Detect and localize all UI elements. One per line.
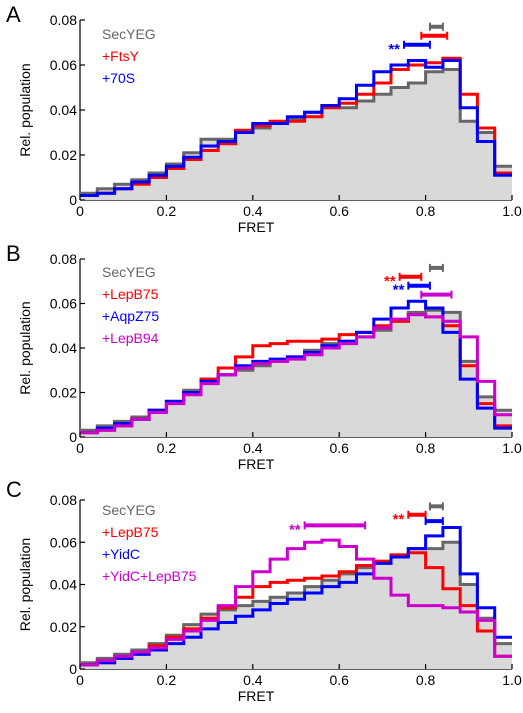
significance-stars-1: **	[384, 273, 396, 290]
y-tick-label: 0.08	[50, 492, 77, 508]
y-tick-label: 0.08	[50, 12, 77, 28]
y-axis-label: Rel. population	[17, 301, 33, 394]
panel-a: A 0 0.02 0.04 0.06 0.08 0 0.2 0.4 0.6 0.8 1.0 FRET Re…	[6, 2, 522, 235]
x-tick-label: 0.4	[243, 203, 263, 219]
significance-stars-2: **	[388, 41, 400, 58]
y-axis-label: Rel. population	[17, 538, 33, 631]
histogram-fill-0	[80, 310, 512, 437]
panel-letter: C	[6, 477, 22, 502]
series-line-2	[80, 59, 512, 197]
y-axis-label: Rel. population	[17, 63, 33, 156]
legend-entry-3: +LepB94	[102, 330, 159, 346]
x-tick-label: 1.0	[502, 440, 522, 456]
legend-entry-3: +YidC+LepB75	[102, 568, 197, 584]
series-line-2	[80, 526, 512, 667]
y-tick-label: 0.04	[50, 102, 77, 118]
legend-entry-0: SecYEG	[102, 264, 156, 280]
x-tick-label: 0.2	[157, 203, 177, 219]
x-tick-label: 0.6	[329, 203, 349, 219]
x-tick-label: 0.4	[243, 440, 263, 456]
series-line-1	[80, 551, 512, 667]
y-tick-label: 0.02	[50, 147, 77, 163]
legend-entry-2: +AqpZ75	[102, 308, 159, 324]
x-tick-label: 0.8	[416, 203, 436, 219]
y-tick-label: 0.06	[50, 57, 77, 73]
significance-stars-2: **	[393, 282, 405, 299]
legend-entry-1: +LepB75	[102, 286, 159, 302]
y-tick-label: 0	[69, 429, 77, 445]
legend-entry-1: +LepB75	[102, 524, 159, 540]
panel-letter: A	[6, 2, 21, 27]
x-tick-label: 0.6	[329, 440, 349, 456]
panel-b: B 0 0.02 0.04 0.06 0.08 0 0.2 0.4 0.6 0.8 1.0 FRET Re…	[6, 241, 522, 472]
legend-entry-0: SecYEG	[102, 26, 156, 42]
x-tick-label: 0.8	[416, 672, 436, 688]
y-tick-label: 0	[69, 661, 77, 677]
y-tick-label: 0.08	[50, 251, 77, 267]
y-tick-label: 0.02	[50, 385, 77, 401]
y-tick-label: 0.06	[50, 534, 77, 550]
x-tick-label: 1.0	[502, 672, 522, 688]
x-axis-label: FRET	[238, 219, 275, 235]
series-line-3	[80, 538, 512, 667]
x-tick-label: 0	[76, 440, 84, 456]
x-tick-label: 0.8	[416, 440, 436, 456]
y-tick-label: 0	[69, 192, 77, 208]
x-tick-label: 0.4	[243, 672, 263, 688]
y-tick-label: 0.04	[50, 340, 77, 356]
x-tick-label: 0	[76, 672, 84, 688]
series-line-2	[80, 299, 512, 435]
legend-entry-2: +70S	[102, 70, 135, 86]
x-tick-label: 1.0	[502, 203, 522, 219]
series-line-0	[80, 540, 512, 665]
y-tick-label: 0.04	[50, 577, 77, 593]
panel-letter: B	[6, 241, 21, 266]
panel-c: C 0 0.02 0.04 0.06 0.08 0 0.2 0.4 0.6 0.8 1.0 FRET Re…	[6, 477, 522, 704]
x-tick-label: 0.2	[157, 672, 177, 688]
legend-entry-0: SecYEG	[102, 502, 156, 518]
y-tick-label: 0.06	[50, 296, 77, 312]
x-axis-label: FRET	[238, 456, 275, 472]
x-tick-label: 0.6	[329, 672, 349, 688]
x-axis-label: FRET	[238, 688, 275, 704]
histogram-fill-0	[80, 69, 512, 200]
x-tick-label: 0.2	[157, 440, 177, 456]
significance-stars-3: **	[289, 521, 301, 538]
x-tick-label: 0	[76, 203, 84, 219]
legend-entry-1: +FtsY	[102, 48, 140, 64]
significance-stars-1: **	[393, 511, 405, 528]
y-tick-label: 0.02	[50, 619, 77, 635]
series-line-3	[80, 313, 512, 435]
legend-entry-2: +YidC	[102, 546, 140, 562]
